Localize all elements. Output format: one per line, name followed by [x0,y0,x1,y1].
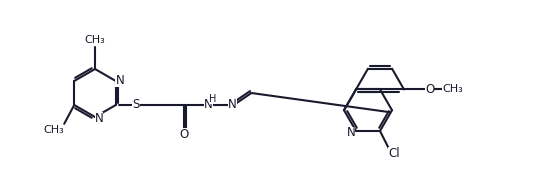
Text: O: O [180,128,189,141]
Text: N: N [95,112,104,124]
Text: CH₃: CH₃ [85,35,105,45]
Text: N: N [228,98,236,112]
Text: N: N [115,74,124,86]
Text: N: N [204,98,213,112]
Text: CH₃: CH₃ [442,84,463,94]
Text: H: H [209,94,217,104]
Text: N: N [347,126,356,140]
Text: CH₃: CH₃ [44,125,64,135]
Text: S: S [133,98,140,112]
Text: O: O [425,83,434,96]
Text: Cl: Cl [388,147,400,160]
